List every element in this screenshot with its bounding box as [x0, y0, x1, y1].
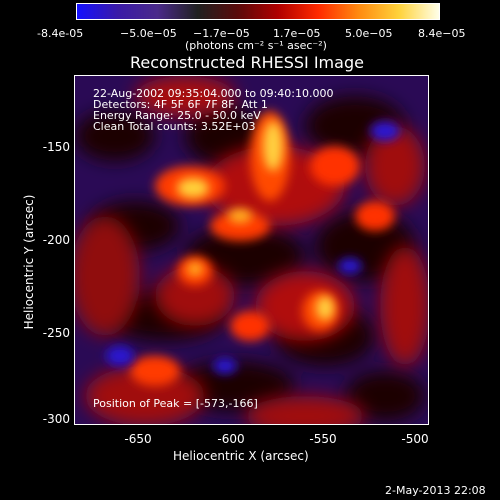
colorbar-tick: 5.0e−05 — [345, 27, 393, 40]
colorbar-tick: -8.4e-05 — [37, 27, 84, 40]
colorbar-tick: 8.4e−05 — [418, 27, 466, 40]
info-line: Energy Range: 25.0 - 50.0 keV — [93, 109, 261, 122]
info-line: 22-Aug-2002 09:35:04.000 to 09:40:10.000 — [93, 87, 334, 100]
x-tick-label: -600 — [217, 432, 245, 446]
y-tick-label: -150 — [42, 140, 70, 154]
y-axis-label: Heliocentric Y (arcsec) — [22, 194, 36, 330]
x-tick-label: -500 — [401, 432, 429, 446]
info-line: Clean Total counts: 3.52E+03 — [93, 120, 256, 133]
hxr-image — [75, 76, 428, 424]
y-tick-label: -200 — [42, 233, 70, 247]
footer-date: 2-May-2013 22:08 — [385, 484, 486, 497]
x-tick-label: -650 — [124, 432, 152, 446]
yellow-blobs — [177, 121, 334, 320]
blue-blobs — [106, 121, 400, 374]
y-tick-label: -250 — [42, 326, 70, 340]
colorbar-units: (photons cm⁻² s⁻¹ asec⁻²) — [185, 39, 327, 52]
peak-position-label: Position of Peak = [-573,-166] — [93, 397, 258, 410]
colorbar-tick: −5.0e−05 — [120, 27, 177, 40]
colorbar — [76, 3, 440, 20]
plot-title: Reconstructed RHESSI Image — [130, 53, 364, 72]
info-line: Detectors: 4F 5F 6F 7F 8F, Att 1 — [93, 98, 268, 111]
colorbar-tick: 1.7e−05 — [273, 27, 321, 40]
x-axis-label: Heliocentric X (arcsec) — [173, 449, 309, 463]
image-frame: 22-Aug-2002 09:35:04.000 to 09:40:10.000… — [74, 75, 429, 425]
colorbar-tick: −1.7e−05 — [193, 27, 250, 40]
y-tick-label: -300 — [42, 412, 70, 426]
x-tick-label: -550 — [309, 432, 337, 446]
